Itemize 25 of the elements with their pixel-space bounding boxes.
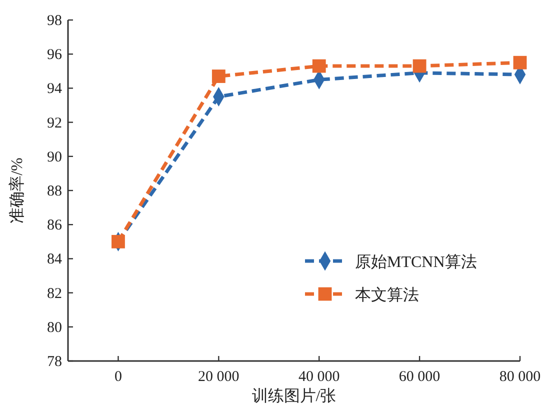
y-tick-label: 96: [47, 47, 62, 64]
y-tick-label: 94: [47, 81, 62, 98]
y-axis-title: 准确率/%: [8, 158, 26, 224]
point: [312, 59, 326, 73]
x-tick-label: 0: [114, 369, 122, 385]
y-tick-label: 82: [47, 286, 62, 302]
y-tick-label: 92: [47, 115, 62, 132]
y-tick-label: 98: [47, 13, 62, 29]
legend-label: 原始MTCNN算法: [355, 253, 477, 271]
x-tick-label: 20 000: [198, 369, 240, 385]
point: [112, 234, 125, 248]
x-tick-label: 60 000: [398, 369, 440, 385]
point: [212, 70, 226, 83]
y-tick-label: 84: [47, 252, 62, 268]
y-tick-label: 80: [47, 320, 62, 336]
y-tick-label: 78: [47, 354, 62, 370]
point: [412, 59, 426, 73]
x-tick-label: 80 000: [499, 369, 541, 385]
point: [513, 56, 527, 70]
y-tick-label: 86: [47, 218, 62, 234]
legend-label: 本文算法: [355, 286, 419, 304]
x-tick-label: 40 000: [298, 369, 340, 385]
y-tick-label: 90: [47, 149, 62, 166]
y-tick-label: 88: [47, 184, 62, 200]
x-axis-title: 训练图片/张: [252, 387, 336, 405]
